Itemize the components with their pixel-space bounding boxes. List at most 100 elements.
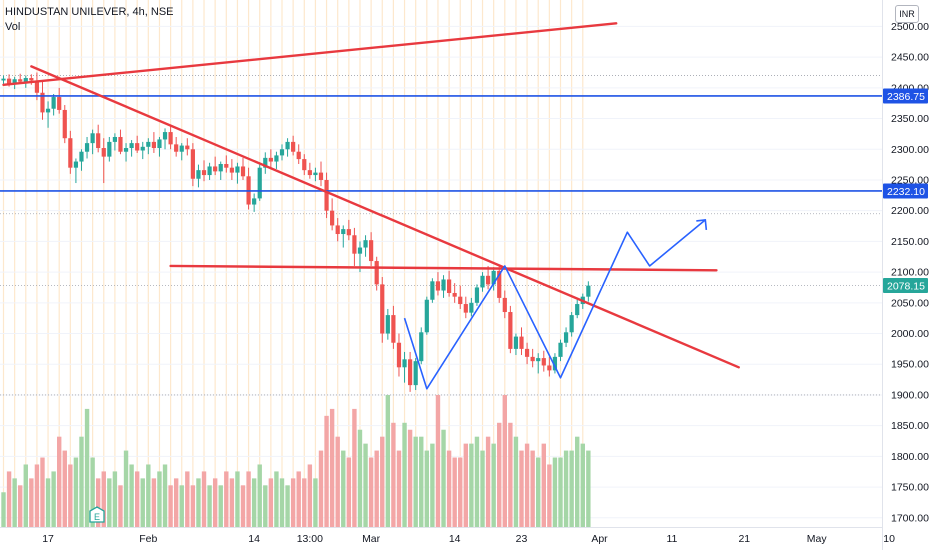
volume-bar [123, 450, 129, 527]
volume-bar [268, 478, 274, 527]
candle-body [18, 79, 23, 82]
session-stripe [80, 0, 83, 527]
candle-body [79, 151, 84, 162]
volume-bar [157, 471, 162, 527]
price-tag-label: 2232.10 [887, 186, 925, 198]
volume-bar [235, 471, 240, 527]
volume-bar [502, 395, 507, 527]
candle-body [357, 247, 363, 254]
volume-bar [558, 457, 563, 527]
session-stripe [559, 0, 562, 527]
volume-bar [541, 443, 546, 527]
price-tick-label: 2500.00 [891, 21, 929, 33]
volume-bar [129, 464, 134, 527]
price-tick-label: 2300.00 [891, 144, 929, 156]
time-tick-label: 13:00 [297, 533, 323, 545]
volume-legend-label[interactable]: Vol [5, 21, 21, 33]
volume-bar [196, 478, 201, 527]
volume-bar [185, 471, 190, 527]
candle-body [96, 133, 101, 149]
trendline [30, 65, 740, 369]
session-stripe [170, 0, 172, 527]
price-tick-label: 2150.00 [891, 236, 929, 248]
time-axis[interactable]: 17 Feb 14 13:00 Mar 14 23 Apr 11 21 May 10 [0, 527, 895, 546]
candle-body [263, 157, 268, 168]
price-tick-label: 2200.00 [891, 205, 929, 217]
candle-body [508, 312, 513, 349]
volume-bar [380, 436, 385, 527]
time-tick-label: Mar [362, 533, 381, 545]
session-stripe [348, 0, 350, 527]
candle-body [480, 275, 485, 288]
time-tick-label: Feb [139, 533, 157, 545]
price-tag-label: 2386.75 [887, 91, 925, 103]
candle-body [224, 164, 229, 168]
volume-bar [57, 436, 62, 527]
candle-body [307, 170, 312, 176]
candle-body [101, 148, 106, 157]
volume-bar [329, 408, 335, 527]
volume-bar [575, 436, 580, 527]
session-stripe [415, 0, 417, 527]
volume-bar [146, 464, 151, 527]
candle-body [146, 141, 151, 147]
candle-body [458, 296, 463, 305]
candle-body [391, 315, 396, 343]
candle-body [302, 159, 307, 171]
candle-body [513, 336, 519, 349]
candle-body [40, 92, 45, 113]
volume-bar [107, 478, 112, 527]
session-stripe [392, 0, 394, 527]
candle-body [563, 332, 569, 343]
session-stripe [192, 0, 194, 527]
volume-bar [430, 443, 435, 527]
session-stripe [225, 0, 227, 527]
candle-body [51, 97, 56, 109]
volume-bar [396, 450, 402, 527]
price-tag [883, 88, 928, 104]
volume-bar [580, 443, 585, 527]
candle-body [586, 285, 591, 297]
volume-bar [168, 485, 173, 527]
session-stripe [259, 0, 261, 527]
session-stripe [158, 0, 161, 527]
candle-body [569, 315, 574, 333]
candle-body [57, 97, 62, 110]
price-axis[interactable]: 2500.002450.002400.002350.002300.002250.… [882, 0, 930, 550]
candle-body [318, 172, 324, 180]
price-tick-label: 1800.00 [891, 451, 929, 463]
candle-body [218, 164, 223, 172]
candle-body [335, 225, 340, 235]
price-tick-label: 2000.00 [891, 328, 929, 340]
candle-body [524, 348, 530, 357]
time-tick-label: Apr [591, 533, 608, 545]
volume-bar [569, 450, 574, 527]
session-stripe [537, 0, 539, 527]
time-tick-label: 23 [516, 533, 528, 545]
svg-text:E: E [94, 512, 100, 522]
candle-body [190, 149, 195, 179]
volume-bar [23, 464, 28, 527]
volume-bar [446, 450, 452, 527]
session-stripe [136, 0, 138, 527]
symbol-title[interactable]: HINDUSTAN UNILEVER, 4h, NSE [5, 6, 174, 18]
candle-body [541, 358, 546, 366]
currency-badge[interactable]: INR [895, 5, 919, 23]
volume-bar [552, 457, 558, 527]
volume-bar [79, 436, 84, 527]
session-stripe [214, 0, 216, 527]
volume-bar [524, 443, 530, 527]
earnings-event-icon[interactable]: E [89, 506, 105, 523]
time-tick-label: 17 [42, 533, 54, 545]
volume-bar [458, 457, 463, 527]
volume-bar [62, 450, 67, 527]
candle-body [207, 166, 212, 176]
time-tick-label: 10 [883, 533, 895, 545]
session-stripe [181, 0, 183, 527]
drawings[interactable] [0, 22, 882, 390]
volume-bar [469, 443, 474, 527]
candle-body [435, 281, 441, 291]
volume-bar [536, 457, 541, 527]
volume-bar [12, 478, 17, 527]
